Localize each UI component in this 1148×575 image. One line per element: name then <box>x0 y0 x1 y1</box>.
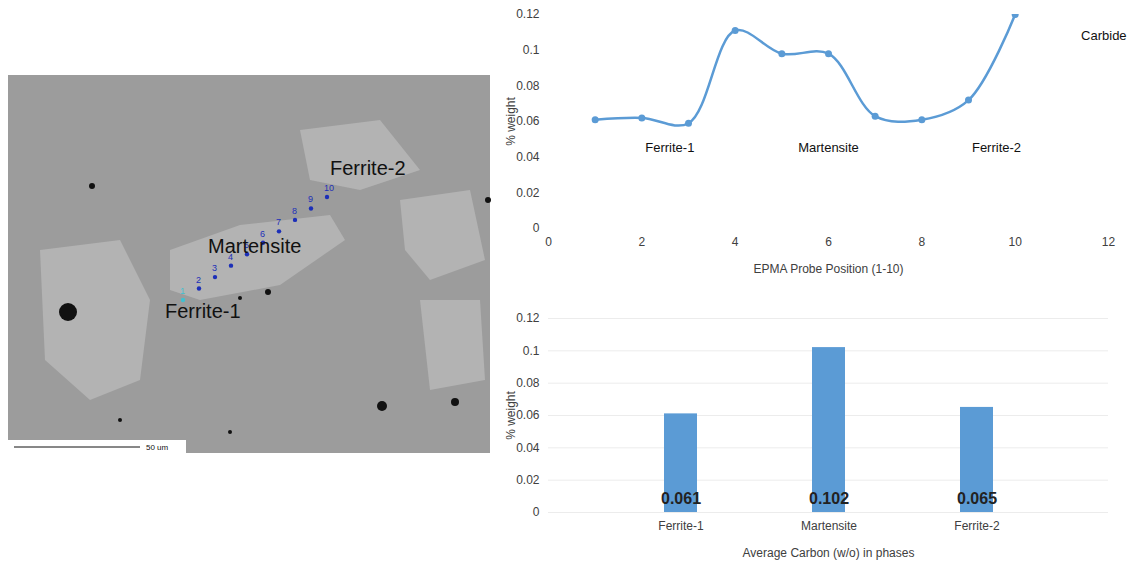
svg-text:0.02: 0.02 <box>516 186 540 200</box>
svg-text:EPMA Probe Position (1-10): EPMA Probe Position (1-10) <box>753 262 903 276</box>
svg-text:6: 6 <box>260 228 265 239</box>
svg-text:Ferrite-2: Ferrite-2 <box>972 140 1021 155</box>
svg-text:0.102: 0.102 <box>809 490 849 507</box>
svg-text:Martensite: Martensite <box>798 140 859 155</box>
svg-text:7: 7 <box>276 217 281 227</box>
svg-text:8: 8 <box>918 235 925 249</box>
svg-text:0: 0 <box>533 505 540 519</box>
svg-text:Martensite: Martensite <box>801 519 857 533</box>
svg-text:0.1: 0.1 <box>523 344 540 358</box>
svg-text:0.061: 0.061 <box>661 490 701 507</box>
svg-text:0.12: 0.12 <box>516 7 540 21</box>
svg-text:Ferrite-1: Ferrite-1 <box>645 140 694 155</box>
svg-text:2: 2 <box>638 235 645 249</box>
svg-text:0.08: 0.08 <box>516 79 540 93</box>
svg-text:0.12: 0.12 <box>516 311 540 325</box>
svg-text:0.06: 0.06 <box>516 408 540 422</box>
svg-text:8: 8 <box>292 206 297 216</box>
svg-text:% weight: % weight <box>504 96 518 145</box>
svg-text:0.04: 0.04 <box>516 441 540 455</box>
svg-text:0.1: 0.1 <box>523 43 540 57</box>
svg-text:Ferrite-2: Ferrite-2 <box>330 157 406 179</box>
svg-text:Ferrite-1: Ferrite-1 <box>165 300 241 322</box>
svg-text:0.065: 0.065 <box>957 490 997 507</box>
svg-text:10: 10 <box>1008 235 1022 249</box>
svg-text:1: 1 <box>180 286 185 296</box>
svg-text:% weight: % weight <box>504 390 518 439</box>
svg-text:10: 10 <box>324 183 334 193</box>
svg-text:Martensite: Martensite <box>208 235 301 257</box>
svg-text:3: 3 <box>212 263 217 273</box>
svg-text:0.06: 0.06 <box>516 114 540 128</box>
svg-text:2: 2 <box>196 275 201 285</box>
svg-text:4: 4 <box>732 235 739 249</box>
svg-text:Average Carbon (w/o) in phases: Average Carbon (w/o) in phases <box>743 546 915 560</box>
svg-text:50 um: 50 um <box>146 443 169 452</box>
svg-text:12: 12 <box>1102 235 1116 249</box>
svg-text:0.08: 0.08 <box>516 376 540 390</box>
svg-text:9: 9 <box>308 194 313 204</box>
svg-text:6: 6 <box>825 235 832 249</box>
svg-text:Ferrite-2: Ferrite-2 <box>954 519 1000 533</box>
svg-text:0.02: 0.02 <box>516 473 540 487</box>
svg-text:0.04: 0.04 <box>516 150 540 164</box>
svg-text:Ferrite-1: Ferrite-1 <box>658 519 704 533</box>
svg-text:0: 0 <box>533 221 540 235</box>
svg-text:Carbide: Carbide <box>1081 28 1127 43</box>
svg-text:0: 0 <box>545 235 552 249</box>
